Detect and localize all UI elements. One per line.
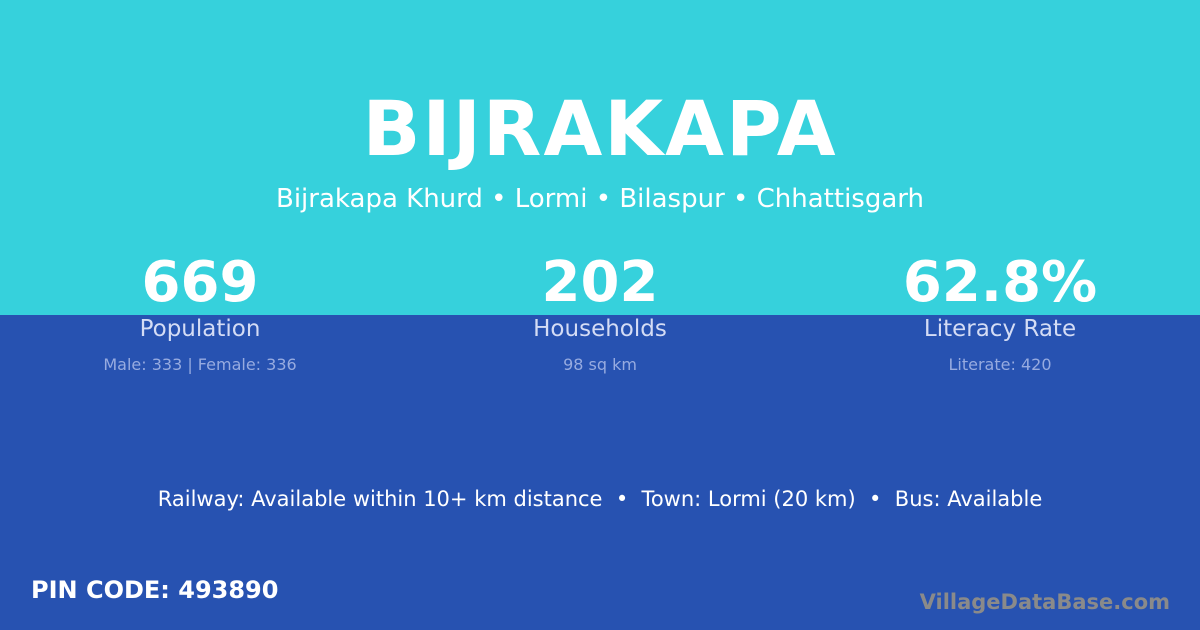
stat-label: Literacy Rate [923,316,1077,342]
connectivity-info: Railway: Available within 10+ km distanc… [157,487,1043,511]
location-breadcrumb: Bijrakapa Khurd • Lormi • Bilaspur • Chh… [276,184,924,214]
header-band [0,0,1200,315]
brand-watermark: VillageDataBase.com [919,590,1170,614]
stat-detail: Male: 333 | Female: 336 [103,355,297,374]
stat-value: 669 [141,250,259,315]
village-title: BIJRAKAPA [362,84,838,173]
stat-label: Households [533,316,667,342]
stat-value: 202 [541,250,659,315]
stat-detail: 98 sq km [563,355,637,374]
stat-value: 62.8% [902,250,1098,315]
pin-code: PIN CODE: 493890 [31,576,279,604]
body-band [0,315,1200,630]
stat-detail: Literate: 420 [948,355,1052,374]
stat-label: Population [139,316,261,342]
